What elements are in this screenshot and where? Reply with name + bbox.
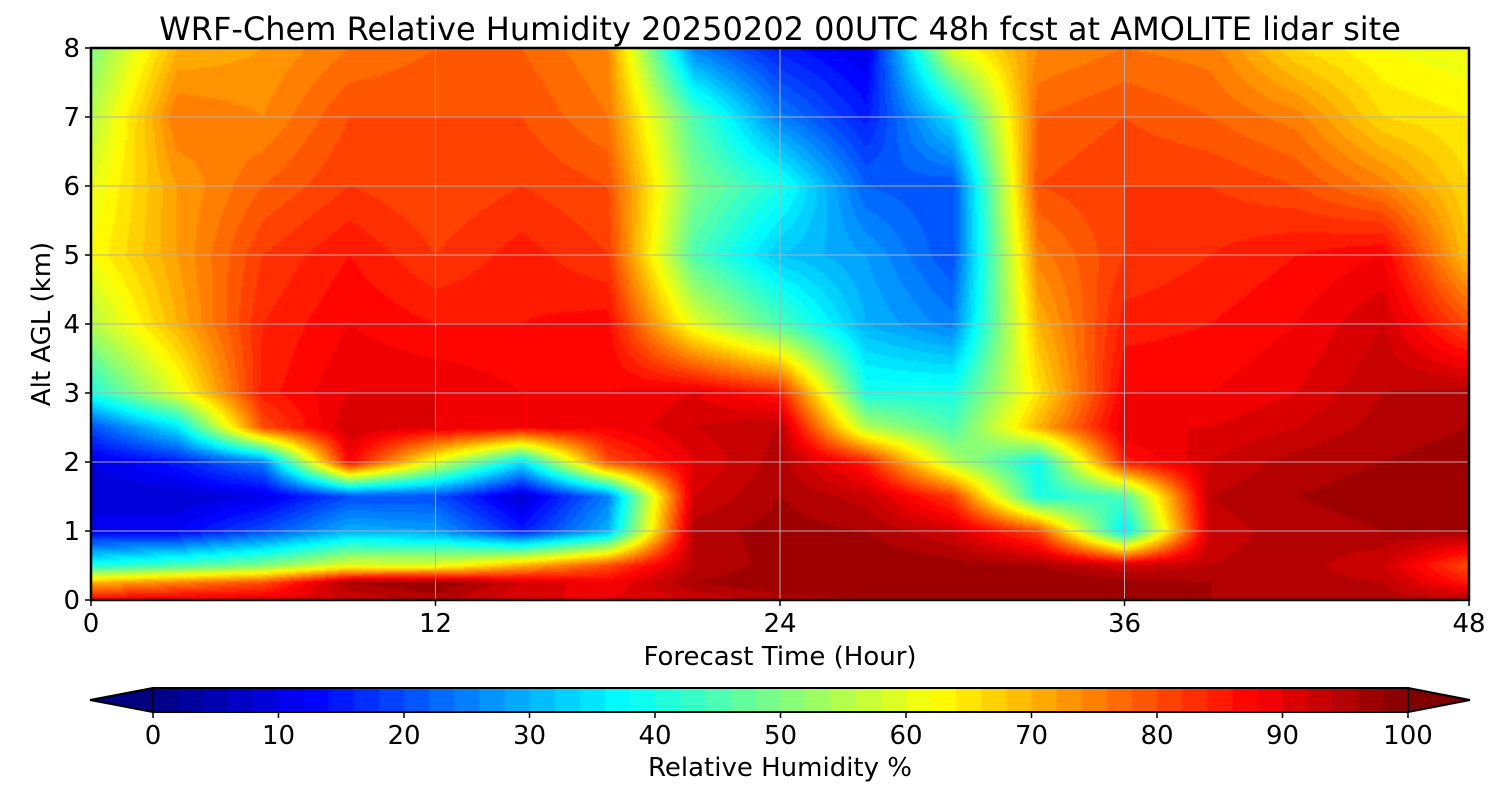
y-tick-label: 3 xyxy=(63,379,80,409)
y-axis-label: Alt AGL (km) xyxy=(27,242,57,406)
plot-area xyxy=(89,46,1471,602)
y-tick-label: 2 xyxy=(63,448,80,478)
y-tick-label: 6 xyxy=(63,172,80,202)
colorbar-extend-max xyxy=(1407,686,1471,714)
y-tick-label: 7 xyxy=(63,103,80,133)
colorbar-tick-label: 100 xyxy=(1383,721,1433,751)
colorbar-tick-label: 70 xyxy=(1015,721,1048,751)
colorbar-tick-label: 50 xyxy=(764,721,797,751)
colorbar-tick-label: 80 xyxy=(1140,721,1173,751)
y-tick-label: 0 xyxy=(63,586,80,616)
y-tick-label: 8 xyxy=(63,34,80,64)
y-axis-ticks: 0 1 2 3 4 5 6 7 8 xyxy=(63,34,91,616)
colorbar-tick-label: 20 xyxy=(387,721,420,751)
y-tick-label: 1 xyxy=(63,517,80,547)
y-tick-label: 5 xyxy=(63,241,80,271)
colorbar-gradient xyxy=(153,688,1408,712)
chart-title: WRF-Chem Relative Humidity 20250202 00UT… xyxy=(159,10,1401,48)
colorbar-tick-label: 40 xyxy=(638,721,671,751)
colorbar-tick-label: 60 xyxy=(889,721,922,751)
x-tick-label: 0 xyxy=(83,609,100,639)
colorbar-extend-min xyxy=(89,686,154,714)
colorbar-tick-label: 30 xyxy=(513,721,546,751)
colorbar-label: Relative Humidity % xyxy=(648,753,912,783)
colorbar-ticks: 0 10 20 30 40 50 60 70 80 90 100 xyxy=(145,712,1433,751)
colorbar-tick-label: 90 xyxy=(1266,721,1299,751)
x-tick-label: 36 xyxy=(1108,609,1141,639)
colorbar-tick-label: 10 xyxy=(262,721,295,751)
x-tick-label: 24 xyxy=(763,609,796,639)
x-axis-ticks: 0 12 24 36 48 xyxy=(83,600,1486,639)
x-tick-label: 12 xyxy=(419,609,452,639)
colorbar-tick-label: 0 xyxy=(145,721,162,751)
x-axis-label: Forecast Time (Hour) xyxy=(643,642,916,672)
x-tick-label: 48 xyxy=(1452,609,1485,639)
colorbar: 0 10 20 30 40 50 60 70 80 90 100 Relative Humidity… xyxy=(89,686,1471,783)
y-tick-label: 4 xyxy=(63,310,80,340)
